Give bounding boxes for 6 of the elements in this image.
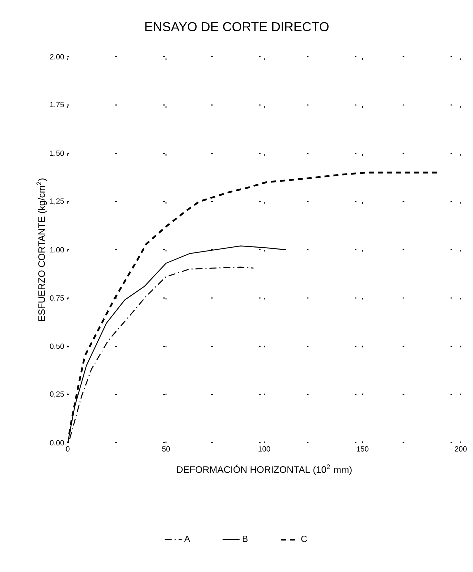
legend-label: A [184,536,190,542]
chart-title: ENSAYO DE CORTE DIRECTO [146,22,329,32]
legend-label: B [243,536,248,542]
legend-label: C [302,536,308,542]
y-axis-title: ESFUERZO CORTANTE (kg/cm$^{2}$) [36,178,48,322]
x-axis-title: DEFORMACIÓN HORIZONTAL (10$^{2}$ mm) [177,464,352,476]
